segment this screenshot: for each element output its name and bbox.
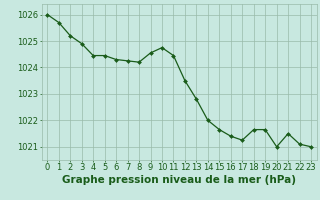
X-axis label: Graphe pression niveau de la mer (hPa): Graphe pression niveau de la mer (hPa) xyxy=(62,175,296,185)
